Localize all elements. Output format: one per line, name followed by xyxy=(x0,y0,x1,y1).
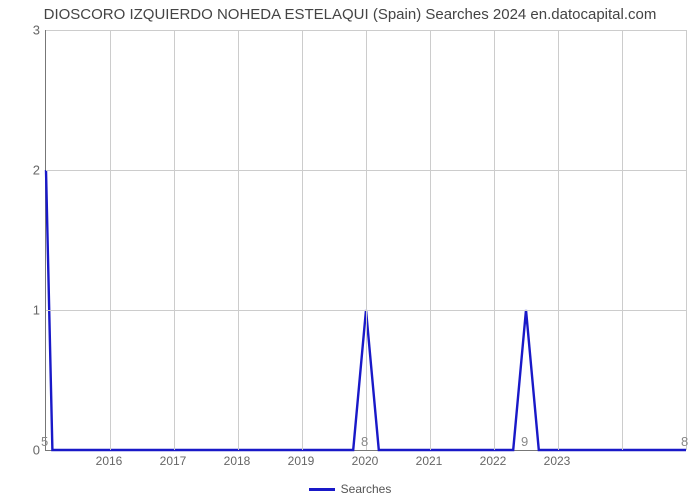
x-tick-label: 2018 xyxy=(224,454,251,468)
axis-extra-label: 8 xyxy=(361,434,368,449)
gridline-vertical xyxy=(558,30,559,450)
x-tick-label: 2022 xyxy=(480,454,507,468)
plot-area xyxy=(45,30,686,451)
gridline-vertical xyxy=(686,30,687,450)
gridline-vertical xyxy=(430,30,431,450)
gridline-vertical xyxy=(174,30,175,450)
y-tick-label: 2 xyxy=(10,163,40,178)
legend-label: Searches xyxy=(341,482,392,496)
x-tick-label: 2019 xyxy=(288,454,315,468)
legend-swatch xyxy=(309,488,335,491)
y-tick-label: 0 xyxy=(10,443,40,458)
axis-extra-label: 9 xyxy=(521,434,528,449)
gridline-horizontal xyxy=(46,310,686,311)
x-tick-label: 2023 xyxy=(544,454,571,468)
gridline-horizontal xyxy=(46,30,686,31)
axis-extra-label: 5 xyxy=(41,434,48,449)
gridline-horizontal xyxy=(46,170,686,171)
gridline-vertical xyxy=(302,30,303,450)
gridline-vertical xyxy=(110,30,111,450)
chart-title: DIOSCORO IZQUIERDO NOHEDA ESTELAQUI (Spa… xyxy=(0,6,700,23)
x-tick-label: 2016 xyxy=(96,454,123,468)
legend: Searches xyxy=(0,482,700,496)
x-tick-label: 2021 xyxy=(416,454,443,468)
y-tick-label: 3 xyxy=(10,23,40,38)
x-tick-label: 2017 xyxy=(160,454,187,468)
gridline-vertical xyxy=(238,30,239,450)
y-tick-label: 1 xyxy=(10,303,40,318)
gridline-vertical xyxy=(366,30,367,450)
gridline-vertical xyxy=(494,30,495,450)
axis-extra-label: 8 xyxy=(681,434,688,449)
gridline-vertical xyxy=(622,30,623,450)
x-tick-label: 2020 xyxy=(352,454,379,468)
